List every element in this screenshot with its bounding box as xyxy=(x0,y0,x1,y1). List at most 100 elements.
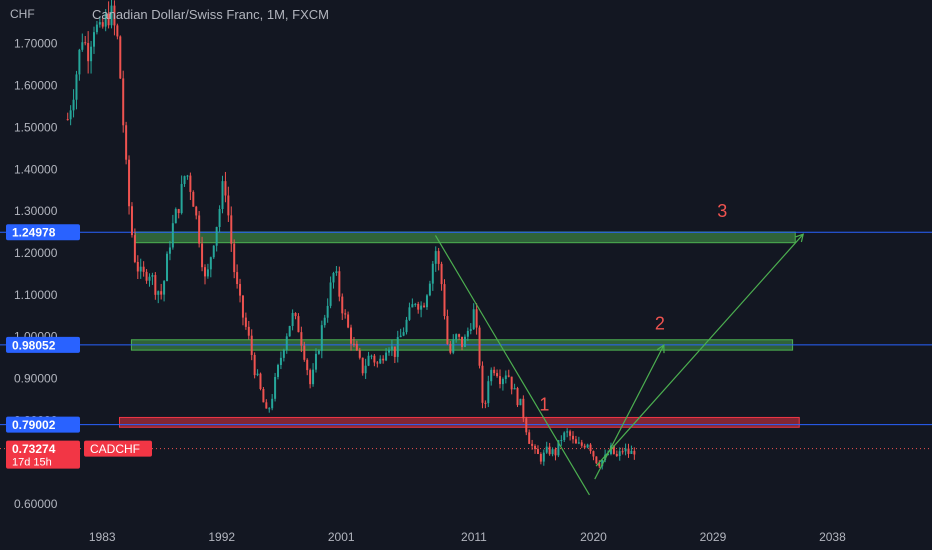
annotation-1[interactable]: 1 xyxy=(539,394,549,414)
candle xyxy=(95,20,98,35)
candle xyxy=(428,280,431,297)
candle-body xyxy=(212,245,215,258)
candle xyxy=(90,40,93,74)
candle-body xyxy=(604,454,607,461)
candle xyxy=(209,256,212,278)
candle xyxy=(335,266,338,276)
price-label-bg xyxy=(6,336,80,353)
candle xyxy=(201,236,204,272)
candle-body xyxy=(285,336,288,350)
candle xyxy=(195,205,198,220)
candle-body xyxy=(189,175,192,192)
candle xyxy=(347,311,350,329)
x-tick-label: 1983 xyxy=(89,530,116,544)
candle-body xyxy=(458,334,461,337)
annotation-2[interactable]: 2 xyxy=(655,314,665,334)
trend-line-1[interactable] xyxy=(434,235,590,496)
price-label-3: 0.79002 xyxy=(6,416,80,433)
candle-body xyxy=(168,247,171,254)
candle xyxy=(332,271,335,289)
candle xyxy=(285,333,288,354)
candle-body xyxy=(110,5,113,26)
candle-body xyxy=(545,446,548,453)
candle xyxy=(230,206,233,252)
zone-red-3[interactable] xyxy=(118,416,800,428)
candle xyxy=(268,407,271,413)
trend-line-2[interactable] xyxy=(595,233,804,467)
candle-body xyxy=(528,432,531,444)
candle xyxy=(624,443,627,456)
candle xyxy=(265,399,268,409)
candle xyxy=(469,323,472,335)
candle-body xyxy=(78,49,81,75)
candle xyxy=(306,358,309,376)
candle-body xyxy=(586,444,589,448)
candle xyxy=(101,17,104,29)
candle xyxy=(498,369,501,389)
candle-body xyxy=(90,46,93,62)
candle xyxy=(475,303,478,335)
candle-body xyxy=(446,316,449,345)
candle-body xyxy=(66,119,69,121)
candle xyxy=(630,445,633,454)
candle xyxy=(414,302,417,307)
candle-body xyxy=(224,181,227,196)
candle xyxy=(408,302,411,321)
candle xyxy=(554,447,557,461)
candle-body xyxy=(239,284,242,296)
candle xyxy=(227,186,230,222)
candle xyxy=(595,456,598,465)
candle xyxy=(507,369,510,378)
candle xyxy=(236,264,239,289)
annotation-3[interactable]: 3 xyxy=(717,201,727,221)
current-price-text: 0.73274 xyxy=(12,442,56,456)
candle xyxy=(522,395,525,423)
candle-body xyxy=(627,448,630,454)
candle xyxy=(279,351,282,370)
candle xyxy=(180,175,183,215)
candle-body xyxy=(498,376,501,385)
x-tick-label: 2038 xyxy=(819,530,846,544)
candle-body xyxy=(393,346,396,357)
candle xyxy=(621,447,624,455)
candle-body xyxy=(312,369,315,385)
candle-body xyxy=(551,449,554,455)
candle xyxy=(221,175,224,214)
candle xyxy=(618,447,621,461)
candle-body xyxy=(323,317,326,326)
candle xyxy=(277,363,280,380)
candle-body xyxy=(615,453,618,456)
trend-line-3[interactable] xyxy=(594,344,665,480)
candle-body xyxy=(525,418,528,433)
candle xyxy=(259,372,262,391)
candle xyxy=(633,447,636,460)
candle-body xyxy=(539,454,542,462)
candle xyxy=(513,383,516,390)
candle xyxy=(241,295,244,326)
candle xyxy=(81,33,84,52)
candle-body xyxy=(303,345,306,360)
candle xyxy=(69,105,72,126)
price-label-text: 1.24978 xyxy=(12,226,56,240)
candle xyxy=(484,400,487,409)
candle xyxy=(148,273,151,287)
candle-body xyxy=(376,362,379,364)
candle xyxy=(396,330,399,363)
candle-body xyxy=(417,303,420,310)
candle xyxy=(130,202,133,238)
currency-label: CHF xyxy=(10,7,35,21)
price-label-text: 0.79002 xyxy=(12,418,56,432)
candle xyxy=(405,316,408,335)
candle xyxy=(452,334,455,355)
price-label-bg xyxy=(6,224,80,241)
candle-body xyxy=(341,296,344,314)
candle-body xyxy=(580,442,583,446)
candle-body xyxy=(601,460,604,467)
candle-body xyxy=(329,282,332,306)
candle-body xyxy=(624,448,627,452)
candle xyxy=(244,312,247,330)
candle xyxy=(487,375,490,408)
candle xyxy=(78,48,81,81)
